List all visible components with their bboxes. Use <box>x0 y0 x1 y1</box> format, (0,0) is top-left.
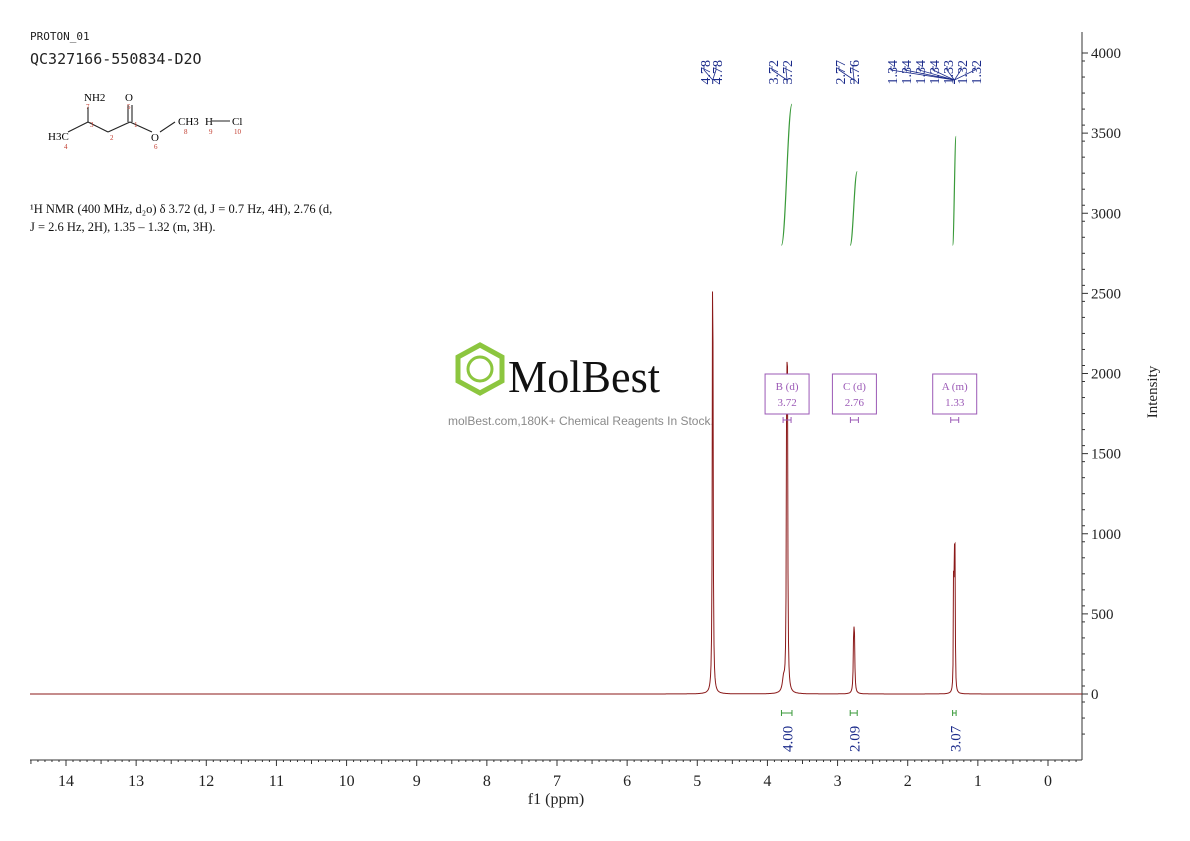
benzene-circle-icon <box>466 355 494 383</box>
multiplet-shift: 2.76 <box>845 397 865 409</box>
axes: 0 500 1000 1500 2000 2500 3000 3500 4000 Intensit… <box>30 32 1161 808</box>
benzene-ring-icon <box>455 342 505 396</box>
integral-curve <box>780 103 793 246</box>
multiplet-label: C (d) <box>843 381 866 393</box>
peak-label: 2.77 <box>834 60 849 85</box>
peak-label: 1.34 <box>928 60 943 85</box>
atom-number: 6 <box>154 143 158 151</box>
peak-label: 3.72 <box>767 60 782 85</box>
y-axis-title: Intensity <box>1145 365 1161 418</box>
experiment-name: PROTON_01 <box>30 30 90 43</box>
atom-number: 4 <box>64 143 68 151</box>
multiplet-box <box>831 373 877 415</box>
integrals: 4.00 2.09 3.07 <box>780 103 964 752</box>
cl-label: Cl <box>232 116 242 128</box>
peak-label-connector <box>712 66 717 84</box>
watermark-logo: MolBest <box>455 342 660 400</box>
h-label: H <box>205 116 213 128</box>
ch3-label: CH3 <box>178 116 199 128</box>
y-tick-label: 1500 <box>1091 447 1121 463</box>
watermark-tagline: molBest.com,180K+ Chemical Reagents In S… <box>448 414 714 428</box>
nmr-description-line: ¹H NMR (400 MHz, d₂o) δ 3.72 (d, J = 0.7… <box>30 202 333 216</box>
x-tick-label: 11 <box>269 773 284 790</box>
x-tick-label: 3 <box>834 773 842 790</box>
peak-label: 1.32 <box>970 60 985 85</box>
atom-number: 9 <box>209 128 213 136</box>
atom-number: 2 <box>110 134 114 142</box>
y-tick-label: 2500 <box>1091 286 1121 302</box>
peak-label: 1.34 <box>886 60 901 85</box>
x-tick-label: 8 <box>483 773 491 790</box>
integral-curve <box>952 135 957 246</box>
x-tick-label: 10 <box>339 773 355 790</box>
nmr-description-line: J = 2.6 Hz, 2H), 1.35 – 1.32 (m, 3H). <box>30 220 216 234</box>
y-tick-label: 1000 <box>1091 527 1121 543</box>
integral-value: 2.09 <box>848 726 864 752</box>
multiplet-label: B (d) <box>776 381 799 393</box>
integral-value: 4.00 <box>781 726 797 752</box>
peak-label: 4.78 <box>711 60 726 85</box>
x-tick-label: 13 <box>128 773 144 790</box>
multiplets: B (d) 3.72 C (d) 2.76 A (m) 1.33 <box>764 373 978 423</box>
x-tick-label: 12 <box>198 773 214 790</box>
peak-label: 2.76 <box>848 60 863 85</box>
y-tick-label: 0 <box>1091 687 1099 703</box>
peak-label-connector <box>852 66 855 84</box>
y-tick-label: 3500 <box>1091 126 1121 142</box>
integral-value: 3.07 <box>948 725 964 752</box>
atom-number: 8 <box>184 128 188 136</box>
peak-label: 1.32 <box>956 60 971 85</box>
multiplet-shift: 1.33 <box>945 397 965 409</box>
peak-label: 1.34 <box>914 60 929 85</box>
multiplet-box <box>932 373 978 415</box>
x-axis-title: f1 (ppm) <box>528 791 584 808</box>
h3c-label: H3C <box>48 131 69 143</box>
sample-id: QC327166-550834-D2O <box>30 50 202 68</box>
peak-labels: 4.784.78 3.72 3.72 2.77 2.76 1.34 1.34 1.34 1.34… <box>699 60 985 85</box>
atom-number: 10 <box>234 128 242 136</box>
atom-number: 5 <box>127 103 131 111</box>
x-tick-label: 4 <box>763 773 771 790</box>
nmr-description: ¹H NMR (400 MHz, d₂o) δ 3.72 (d, J = 0.7… <box>30 200 430 236</box>
x-tick-label: 0 <box>1044 773 1052 790</box>
y-tick-label: 3000 <box>1091 206 1121 222</box>
atom-number: 7 <box>86 103 90 111</box>
y-tick-label: 500 <box>1091 607 1114 623</box>
ester-o-label: O <box>151 132 159 144</box>
chemical-structure: NH2 O H3C O CH3 H Cl 7 5 3 2 1 4 6 8 9 1… <box>48 92 242 151</box>
spectrum <box>30 291 1082 695</box>
watermark-brand: MolBest <box>508 351 660 400</box>
peak-label-connector <box>785 66 788 84</box>
x-tick-label: 7 <box>553 773 561 790</box>
y-tick-label: 4000 <box>1091 46 1121 62</box>
nh2-label: NH2 <box>84 92 105 104</box>
spectrum-line <box>30 291 1082 695</box>
peak-label: 1.34 <box>900 60 915 85</box>
multiplet-box <box>764 373 810 415</box>
carbonyl-o-label: O <box>125 92 133 104</box>
peak-label: 4.78 <box>699 60 714 85</box>
x-tick-label: 6 <box>623 773 631 790</box>
x-tick-label: 2 <box>904 773 912 790</box>
x-tick-label: 9 <box>413 773 421 790</box>
peak-label-connector <box>953 66 976 84</box>
multiplet-label: A (m) <box>942 381 968 393</box>
y-tick-label: 2000 <box>1091 367 1121 383</box>
integral-curve <box>849 170 858 246</box>
peak-label: 3.72 <box>781 60 796 85</box>
x-tick-label: 14 <box>58 773 74 790</box>
x-tick-label: 1 <box>974 773 982 790</box>
x-tick-label: 5 <box>693 773 701 790</box>
atom-number: 1 <box>134 121 138 129</box>
atom-number: 3 <box>90 121 94 129</box>
multiplet-shift: 3.72 <box>777 397 796 409</box>
